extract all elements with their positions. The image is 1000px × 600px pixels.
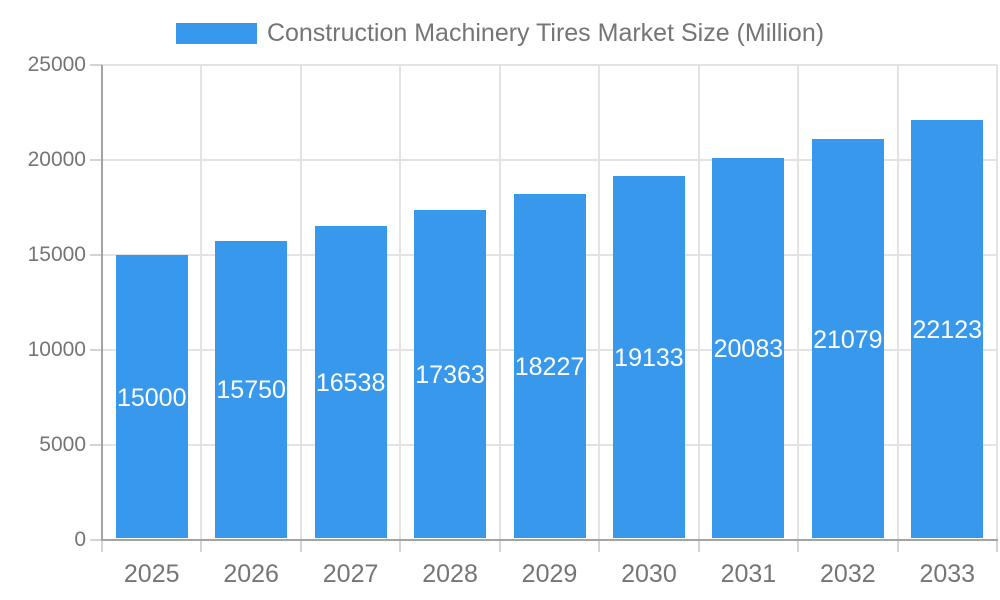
v-gridline <box>299 65 302 540</box>
y-axis-tick <box>90 159 102 161</box>
bar-value-label: 15750 <box>216 376 286 405</box>
y-axis-tick-label: 15000 <box>27 243 86 266</box>
y-axis-tick-label: 10000 <box>27 338 86 361</box>
bar-value-label: 19133 <box>614 344 684 373</box>
x-axis-tick <box>498 540 501 552</box>
v-gridline <box>498 65 501 540</box>
y-axis-tick <box>90 539 102 541</box>
y-axis-tick-label: 0 <box>74 528 86 551</box>
y-axis-tick-label: 20000 <box>27 148 86 171</box>
legend-swatch <box>175 23 257 44</box>
y-axis-tick-label: 5000 <box>39 433 86 456</box>
chart-legend[interactable]: Construction Machinery Tires Market Size… <box>0 19 1000 48</box>
v-gridline <box>598 65 601 540</box>
x-axis-tick <box>697 540 700 552</box>
bar-2028[interactable]: 17363 <box>414 210 487 538</box>
bar-value-label: 22123 <box>912 315 983 344</box>
y-axis-tick <box>90 64 102 66</box>
y-axis-tick <box>90 254 102 256</box>
x-axis-tick <box>299 540 302 552</box>
bar-value-label: 16538 <box>315 368 386 397</box>
v-gridline <box>399 65 402 540</box>
x-axis-tick-label-2031: 2031 <box>720 560 777 588</box>
bar-2032[interactable]: 21079 <box>811 139 884 538</box>
bar-2029[interactable]: 18227 <box>513 193 586 538</box>
x-axis-tick <box>598 540 601 552</box>
bar-2026[interactable]: 15750 <box>215 240 288 538</box>
y-axis-line <box>101 65 103 540</box>
x-axis-tick-label-2028: 2028 <box>422 560 478 588</box>
x-axis-tick-label-2026: 2026 <box>223 560 279 588</box>
bar-value-label: 18227 <box>514 352 585 381</box>
x-axis-tick-label-2025: 2025 <box>123 560 180 588</box>
v-gridline <box>697 65 700 540</box>
h-gridline <box>102 159 997 161</box>
bar-value-label: 17363 <box>415 361 485 390</box>
x-axis-tick <box>896 540 899 552</box>
bar-2027[interactable]: 16538 <box>314 225 387 538</box>
x-axis-tick <box>797 540 800 552</box>
x-axis-tick <box>399 540 402 552</box>
x-axis-tick-label-2030: 2030 <box>621 560 677 588</box>
x-axis-tick-label-2027: 2027 <box>322 560 379 588</box>
v-gridline <box>797 65 800 540</box>
y-axis-tick <box>90 349 102 351</box>
h-gridline <box>102 64 997 66</box>
x-axis-line <box>101 539 998 541</box>
x-axis-tick-label-2033: 2033 <box>919 560 976 588</box>
bar-value-label: 21079 <box>813 325 883 354</box>
bar-2030[interactable]: 19133 <box>612 176 685 538</box>
x-axis-tick <box>996 540 998 552</box>
v-gridline <box>896 65 899 540</box>
bar-2025[interactable]: 15000 <box>115 255 188 538</box>
v-gridline <box>996 65 998 540</box>
bar-value-label: 20083 <box>713 335 784 364</box>
v-gridline <box>200 65 203 540</box>
bar-2031[interactable]: 20083 <box>712 158 785 538</box>
bar-2033[interactable]: 22123 <box>911 119 984 538</box>
legend-label: Construction Machinery Tires Market Size… <box>266 19 825 47</box>
x-axis-tick-label-2029: 2029 <box>521 560 578 588</box>
bar-value-label: 15000 <box>116 383 187 412</box>
y-axis-tick-label: 25000 <box>27 53 86 76</box>
x-axis-tick <box>101 540 103 552</box>
x-axis-tick-label-2032: 2032 <box>820 560 876 588</box>
y-axis-tick <box>90 444 102 446</box>
x-axis-tick <box>200 540 203 552</box>
